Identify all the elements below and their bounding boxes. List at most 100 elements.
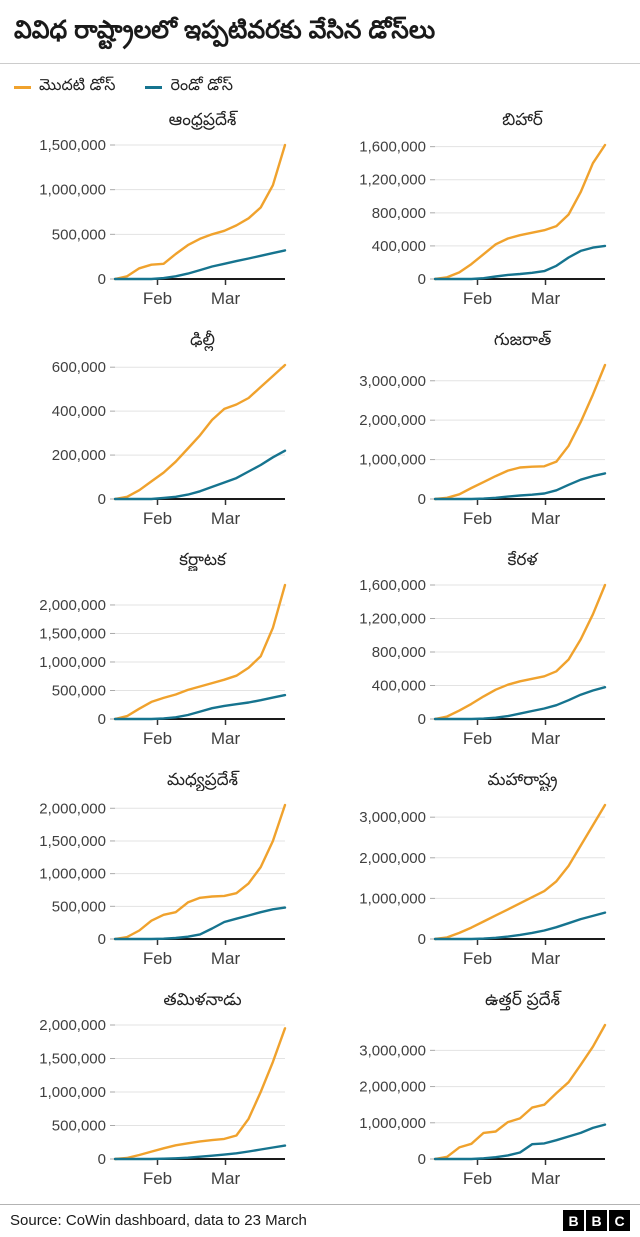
page-title: వివిధ రాష్ట్రాలలో ఇప్పటివరకు వేసిన డోస్‌…: [14, 16, 436, 44]
x-tick-label: Mar: [211, 1169, 241, 1188]
first_dose-line: [113, 583, 287, 721]
y-tick-label: 500,000: [52, 226, 106, 243]
legend-label-second-dose: రెండో డోస్: [170, 77, 234, 94]
y-tick-label: 400,000: [372, 678, 426, 695]
x-tick-label: Mar: [211, 509, 241, 528]
y-tick-label: 1,000,000: [39, 866, 106, 883]
mini-chart: మధ్యప్రదేశ్ 0 500,000 1,000,000 1,500,000 2,…: [0, 770, 320, 976]
chart-plot: 0 1,000,000 2,000,000 3,000,000 Feb Mar: [359, 803, 607, 968]
legend-label-first-dose: మొదటి డోస్: [39, 77, 116, 94]
bbc-logo-block-2: B: [586, 1210, 607, 1231]
y-tick-label: 500,000: [52, 1118, 106, 1135]
y-tick-label: 0: [98, 491, 106, 508]
x-tick-label: Mar: [531, 729, 561, 748]
chart-plot: 0 1,000,000 2,000,000 3,000,000 Feb Mar: [359, 1023, 607, 1188]
chart-title: బిహార్: [502, 110, 543, 129]
y-tick-label: 0: [98, 271, 106, 288]
y-tick-label: 1,500,000: [39, 833, 106, 850]
x-tick-label: Feb: [143, 1169, 172, 1188]
x-tick-label: Mar: [211, 729, 241, 748]
chart-title: ఢిల్లీ: [189, 330, 216, 349]
chart-plot: 0 1,000,000 2,000,000 3,000,000 Feb Mar: [359, 363, 607, 528]
y-tick-label: 0: [98, 711, 106, 728]
x-tick-label: Mar: [531, 509, 561, 528]
x-tick-label: Feb: [463, 729, 492, 748]
y-tick-label: 2,000,000: [359, 1079, 426, 1096]
x-tick-label: Feb: [463, 509, 492, 528]
chart-title: కర్ణాటక: [179, 550, 226, 569]
y-tick-label: 2,000,000: [359, 850, 426, 867]
mini-chart: కర్ణాటక 0 500,000 1,000,000 1,500,000 2,000,…: [0, 550, 320, 756]
second_dose-line: [113, 906, 287, 941]
x-tick-label: Feb: [143, 509, 172, 528]
y-tick-label: 2,000,000: [39, 597, 106, 614]
charts-grid: ఆంధ్రప్రదేశ్ 0 500,000 1,000,000 1,500,000 F…: [0, 100, 640, 1196]
x-tick-label: Mar: [531, 289, 561, 308]
y-tick-label: 3,000,000: [359, 373, 426, 390]
chart-plot: 0 500,000 1,000,000 1,500,000 Feb Mar: [39, 137, 287, 308]
first_dose-line: [433, 143, 607, 281]
legend-item-first-dose: మొదటి డోస్: [14, 76, 115, 98]
y-tick-label: 500,000: [52, 898, 106, 915]
mini-chart: తమిళనాడు 0 500,000 1,000,000 1,500,000 2,000…: [0, 990, 320, 1196]
y-tick-label: 0: [418, 271, 426, 288]
y-tick-label: 400,000: [372, 238, 426, 255]
chart-title: కేరళ: [507, 550, 538, 569]
y-tick-label: 1,000,000: [359, 452, 426, 469]
y-tick-label: 3,000,000: [359, 1042, 426, 1059]
x-tick-label: Feb: [143, 289, 172, 308]
y-tick-label: 0: [98, 931, 106, 948]
y-tick-label: 200,000: [52, 447, 106, 464]
header: వివిధ రాష్ట్రాలలో ఇప్పటివరకు వేసిన డోస్‌…: [0, 0, 640, 64]
source-text: Source: CoWin dashboard, data to 23 Marc…: [10, 1212, 307, 1229]
x-tick-label: Feb: [143, 949, 172, 968]
second_dose-line: [433, 472, 607, 501]
y-tick-label: 1,000,000: [39, 182, 106, 199]
y-tick-label: 600,000: [52, 359, 106, 376]
first_dose-line: [433, 583, 607, 721]
y-tick-label: 1,500,000: [39, 137, 106, 154]
second_dose-line: [113, 449, 287, 501]
y-tick-label: 0: [418, 711, 426, 728]
y-tick-label: 0: [418, 491, 426, 508]
second_dose-line: [113, 693, 287, 721]
chart-title: తమిళనాడు: [163, 990, 242, 1009]
y-tick-label: 800,000: [372, 205, 426, 222]
y-tick-label: 2,000,000: [39, 800, 106, 817]
second_dose-line: [433, 244, 607, 281]
x-tick-label: Mar: [211, 949, 241, 968]
chart-plot: 0 500,000 1,000,000 1,500,000 2,000,000 Feb Ma…: [39, 583, 287, 748]
legend-item-second-dose: రెండో డోస్: [145, 76, 233, 98]
mini-chart: ఆంధ్రప్రదేశ్ 0 500,000 1,000,000 1,500,000 F…: [0, 110, 320, 316]
x-tick-label: Feb: [463, 1169, 492, 1188]
chart-title: గుజరాత్: [493, 330, 552, 349]
y-tick-label: 0: [418, 931, 426, 948]
bbc-logo-block-1: B: [563, 1210, 584, 1231]
first_dose-line: [113, 143, 287, 281]
legend-marker-first-dose: [14, 85, 31, 89]
chart-title: ఉత్తర్ ప్రదేశ్: [484, 990, 561, 1009]
second_dose-line: [433, 911, 607, 941]
legend: మొదటి డోస్ రెండో డోస్: [0, 64, 640, 100]
y-tick-label: 1,200,000: [359, 172, 426, 189]
x-tick-label: Feb: [463, 949, 492, 968]
y-tick-label: 3,000,000: [359, 809, 426, 826]
first_dose-line: [113, 363, 287, 501]
x-tick-label: Mar: [211, 289, 241, 308]
y-tick-label: 1,500,000: [39, 625, 106, 642]
mini-chart: ఢిల్లీ 0 200,000 400,000 600,000 Feb Mar: [0, 330, 320, 536]
first_dose-line: [113, 803, 287, 941]
y-tick-label: 2,000,000: [39, 1017, 106, 1034]
x-tick-label: Mar: [531, 949, 561, 968]
y-tick-label: 400,000: [52, 403, 106, 420]
y-tick-label: 1,600,000: [359, 577, 426, 594]
chart-plot: 0 200,000 400,000 600,000 Feb Mar: [52, 359, 287, 528]
x-tick-label: Feb: [463, 289, 492, 308]
mini-chart: కేరళ 0 400,000 800,000 1,200,000 1,600,000 Fe…: [320, 550, 640, 756]
chart-plot: 0 500,000 1,000,000 1,500,000 2,000,000 Feb Ma…: [39, 1017, 287, 1188]
first_dose-line: [113, 1027, 287, 1161]
mini-chart: బిహార్ 0 400,000 800,000 1,200,000 1,600,000…: [320, 110, 640, 316]
y-tick-label: 1,200,000: [359, 611, 426, 628]
first_dose-line: [433, 1023, 607, 1161]
x-tick-label: Mar: [531, 1169, 561, 1188]
